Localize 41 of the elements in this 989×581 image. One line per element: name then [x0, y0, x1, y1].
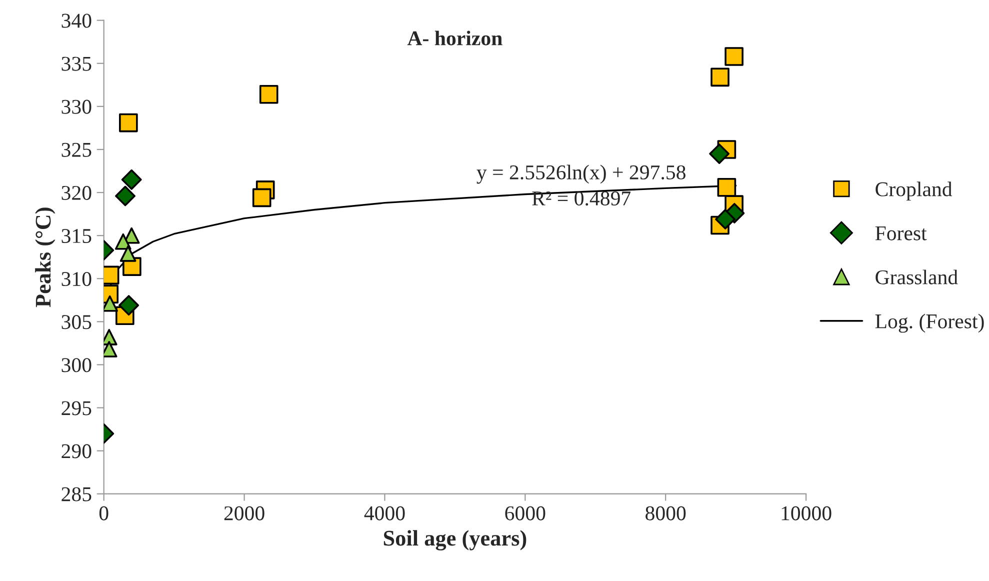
x-tick-label: 8000: [646, 506, 686, 520]
point: [118, 295, 139, 316]
y-tick-label: 320: [62, 186, 92, 200]
point: [119, 113, 138, 132]
y-tick-label: 295: [62, 401, 92, 416]
legend-label: Cropland: [876, 182, 952, 201]
point: [104, 295, 118, 312]
point: [252, 188, 272, 208]
point: [710, 68, 730, 87]
point: [259, 84, 278, 104]
annotation: R² = 0.4897: [532, 191, 631, 206]
y-tick-label: 335: [62, 56, 92, 71]
point: [724, 47, 744, 66]
legend-label: Log. (Forest): [875, 314, 984, 333]
x-tick-label: 10000: [782, 506, 832, 520]
y-tick-label: 285: [62, 487, 92, 502]
y-tick-label: 310: [62, 272, 92, 286]
y-tick-label: 315: [62, 229, 92, 243]
y-tick-label: 330: [62, 100, 92, 114]
chart-title: A- horizon: [407, 30, 502, 46]
x-axis-title: Soil age (years): [384, 530, 526, 550]
x-tick-label: 4000: [364, 506, 405, 520]
point: [115, 186, 136, 206]
annotation: y = 2.5526ln(x) + 297.58: [476, 164, 686, 184]
y-tick-label: 300: [62, 358, 92, 372]
x-tick-label: 2000: [224, 506, 264, 520]
point: [709, 144, 730, 164]
y-tick-label: 305: [62, 315, 92, 330]
y-axis-title: Peaks (°C): [35, 208, 56, 308]
point: [717, 178, 736, 197]
x-tick-label: 0: [99, 506, 108, 520]
point: [715, 208, 736, 230]
y-tick-label: 325: [62, 142, 92, 157]
legend-label: Grassland: [876, 270, 958, 284]
point: [121, 169, 142, 190]
legend-label: Forest: [875, 226, 927, 240]
point: [120, 245, 136, 262]
point: [114, 233, 132, 250]
x-tick-label: 6000: [505, 506, 546, 520]
y-tick-label: 290: [62, 444, 92, 458]
y-tick-label: 340: [62, 14, 92, 28]
